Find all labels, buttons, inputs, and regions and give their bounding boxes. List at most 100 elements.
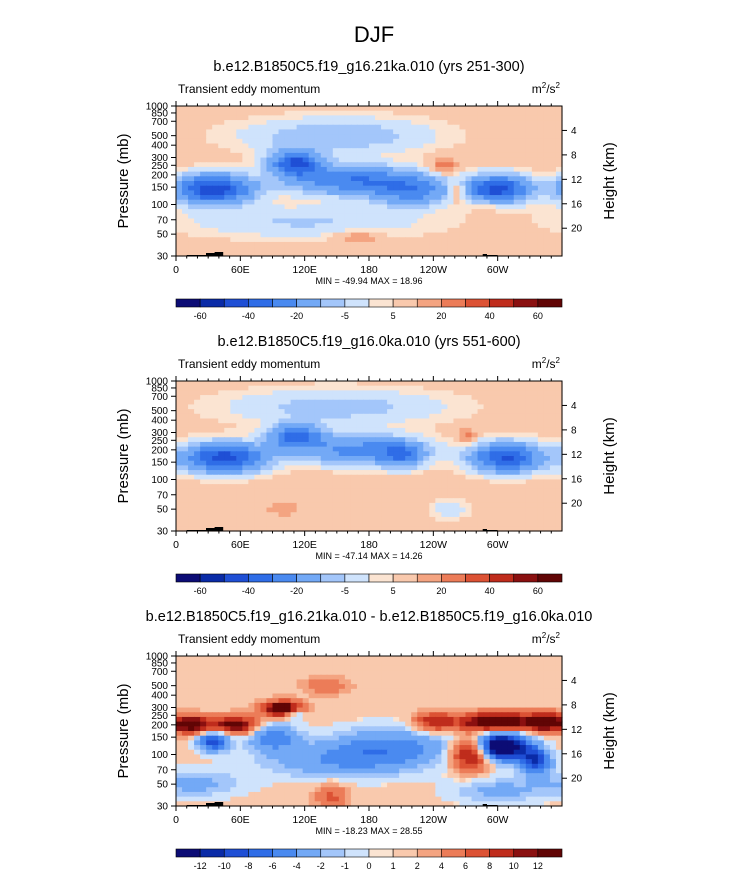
field-cell (194, 413, 201, 420)
field-cell (284, 106, 292, 112)
field-cell (441, 404, 449, 410)
field-cell (266, 232, 274, 238)
colorbar-box (272, 298, 297, 308)
field-cell (543, 185, 551, 191)
field-cell (549, 427, 557, 434)
field-cell (537, 129, 545, 135)
field-cell (513, 679, 521, 685)
field-cell (260, 684, 268, 690)
field-cell (332, 693, 340, 699)
field-cell (176, 166, 183, 173)
field-cell (248, 423, 256, 429)
field-cell (200, 166, 207, 173)
field-cell (525, 479, 533, 485)
field-cell (435, 209, 442, 215)
field-cell (549, 493, 557, 499)
field-cell (206, 479, 213, 485)
field-cell (453, 470, 461, 476)
field-cell (513, 688, 521, 695)
field-cell (471, 418, 479, 424)
field-cell (248, 441, 256, 448)
field-cell (242, 124, 249, 131)
field-cell (429, 688, 436, 695)
field-cell (218, 488, 225, 495)
field-cell (507, 152, 515, 159)
field-cell (375, 465, 382, 471)
field-cell (338, 484, 346, 490)
field-cell (387, 176, 394, 182)
field-cell (338, 423, 346, 429)
field-cell (543, 223, 551, 229)
field-cell (254, 171, 262, 177)
field-cell (254, 218, 262, 224)
field-cell (338, 432, 346, 438)
field-cell (332, 171, 340, 177)
field-cell (393, 460, 400, 466)
field-cell (248, 237, 256, 243)
field-cell (350, 679, 358, 685)
field-cell (483, 124, 491, 131)
field-cell (387, 688, 394, 695)
field-cell (465, 413, 473, 420)
field-cell (206, 456, 213, 462)
field-cell (218, 120, 225, 126)
field-cell (248, 526, 256, 532)
field-cell (531, 110, 539, 116)
field-cell (320, 199, 328, 206)
field-cell (284, 660, 292, 666)
field-cell (435, 688, 442, 695)
field-cell (302, 437, 310, 443)
field-cell (254, 385, 262, 391)
field-cell (350, 251, 358, 257)
field-cell (471, 237, 479, 243)
field-cell (296, 674, 304, 681)
field-cell (501, 479, 509, 485)
field-cell (230, 152, 237, 159)
field-cell (465, 670, 473, 676)
panel-1: b.e12.B1850C5.f19_g16.21ka.010 (yrs 251-… (115, 59, 618, 321)
field-cell (411, 124, 418, 131)
field-cell (206, 166, 213, 173)
field-cell (272, 190, 280, 196)
field-cell (417, 129, 424, 135)
field-cell (441, 512, 449, 518)
y-tick-label: 200 (151, 445, 168, 456)
field-cell (465, 106, 473, 112)
field-cell (188, 195, 195, 201)
field-cell (441, 199, 449, 206)
field-cell (266, 665, 274, 671)
field-cell (188, 395, 195, 401)
field-cell (525, 190, 533, 196)
field-cell (224, 251, 231, 257)
field-cell (375, 493, 382, 499)
field-cell (212, 418, 219, 424)
field-cell (477, 110, 485, 116)
field-cell (296, 498, 304, 504)
field-cell (489, 451, 497, 457)
field-cell (266, 488, 274, 495)
field-cell (543, 656, 551, 662)
field-cell (453, 423, 461, 429)
field-cell (236, 129, 243, 135)
field-cell (477, 143, 485, 149)
field-cell (453, 399, 461, 406)
field-cell (495, 209, 503, 215)
field-cell (266, 213, 274, 220)
field-cell (423, 521, 430, 527)
field-cell (453, 493, 461, 499)
field-cell (194, 656, 201, 662)
field-cell (555, 129, 563, 135)
x-tick-label: 0 (173, 539, 179, 551)
field-cell (344, 138, 352, 145)
field-cell (356, 120, 364, 126)
field-cell (387, 660, 394, 666)
field-cell (236, 237, 243, 243)
field-cell (537, 106, 545, 112)
field-cell (212, 246, 219, 252)
field-cell (332, 134, 340, 140)
field-cell (350, 488, 358, 495)
field-cell (459, 110, 467, 116)
field-cell (326, 660, 334, 666)
field-cell (320, 674, 328, 681)
field-cell (387, 246, 394, 252)
